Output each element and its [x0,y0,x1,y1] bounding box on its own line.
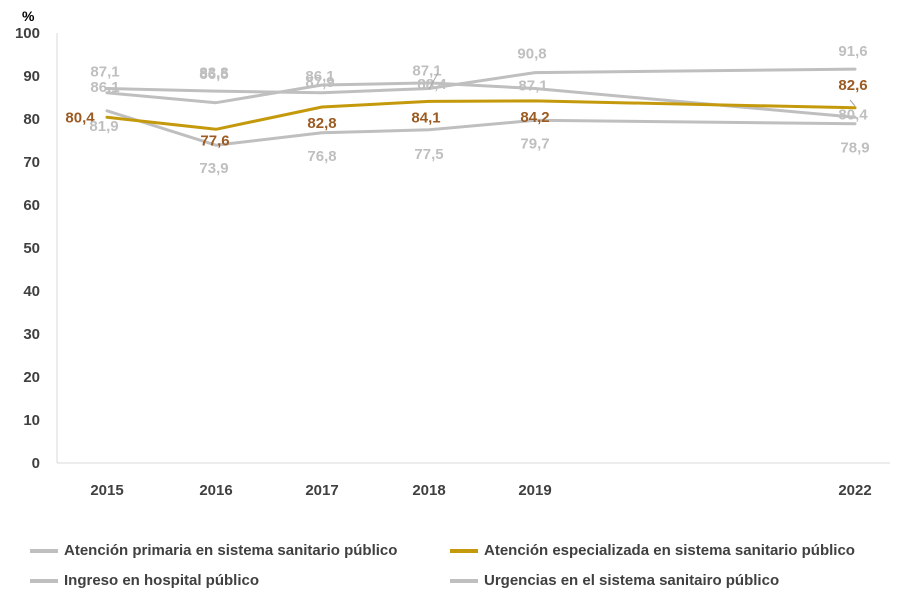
series-line-emergencies [105,109,857,147]
x-tick-label: 2019 [518,482,551,499]
series-line-hospital-admission [105,67,857,95]
legend-swatch-primary-care [30,548,58,553]
y-tick-label: 100 [15,25,40,42]
legend-item-primary-care: Atención primaria en sistema sanitario p… [30,542,397,559]
data-label-specialized-care: 84,2 [520,109,549,126]
data-label-primary-care: 86,1 [90,79,119,96]
legend-label-primary-care: Atención primaria en sistema sanitario p… [64,542,398,559]
data-label-specialized-care: 77,6 [200,132,229,149]
x-tick-label: 2018 [412,482,445,499]
data-label-primary-care: 88,4 [417,76,447,93]
data-label-emergencies: 77,5 [414,146,443,163]
data-label-specialized-care: 82,8 [307,115,336,132]
data-label-hospital-admission: 86,5 [199,66,228,83]
data-label-hospital-admission: 87,1 [412,62,441,79]
legend-swatch-emergencies [450,578,478,583]
data-label-emergencies: 79,7 [520,135,549,152]
legend-swatch-specialized-care [450,548,478,553]
data-label-emergencies: 76,8 [307,148,336,165]
data-label-emergencies: 81,9 [89,118,118,135]
y-tick-label: 10 [23,412,40,429]
series-line-specialized-care [105,99,857,131]
data-label-hospital-admission: 90,8 [517,46,546,63]
axes: 0 10 20 30 40 50 60 70 80 90 100 2015 2016 2017 2018 20… [15,25,890,499]
data-label-emergencies: 73,9 [199,160,228,177]
data-labels: 86,183,887,988,487,180,480,477,682,884,1… [65,43,869,177]
data-label-hospital-admission: 91,6 [838,43,867,60]
leader-line [849,99,856,107]
legend: Atención primaria en sistema sanitario p… [30,538,890,589]
data-label-specialized-care: 84,1 [411,109,440,126]
data-label-primary-care: 83,8 [199,65,228,82]
x-tick-label: 2016 [199,482,232,499]
y-axis-label: % [22,8,35,24]
legend-label-hospital-admission: Ingreso en hospital público [64,572,260,589]
y-tick-label: 70 [23,154,40,171]
legend-label-specialized-care: Atención especializada en sistema sanita… [484,542,855,559]
y-tick-label: 50 [23,240,40,257]
series-line-primary-care [105,81,857,119]
data-label-specialized-care: 80,4 [65,109,95,126]
y-tick-label: 60 [23,197,40,214]
data-label-hospital-admission: 87,1 [90,63,119,80]
data-label-specialized-care: 82,6 [838,77,867,94]
legend-swatch-hospital-admission [30,578,58,583]
y-tick-label: 30 [23,326,40,343]
leader-line [428,72,439,90]
legend-label-emergencies: Urgencias en el sistema sanitairo públic… [484,572,780,589]
data-label-primary-care: 80,4 [838,106,868,123]
data-label-primary-care: 87,9 [305,74,334,91]
y-tick-label: 0 [32,455,40,472]
y-tick-label: 80 [23,111,40,128]
y-tick-label: 90 [23,68,40,85]
legend-item-hospital-admission: Ingreso en hospital público [30,572,259,589]
legend-item-specialized-care: Atención especializada en sistema sanita… [450,542,855,559]
x-tick-label: 2017 [305,482,338,499]
data-label-primary-care: 87,1 [518,77,547,94]
y-tick-label: 40 [23,283,40,300]
y-tick-label: 20 [23,369,40,386]
x-tick-label: 2022 [838,482,871,499]
series-layer [105,67,857,147]
data-label-hospital-admission: 86,1 [305,68,334,85]
legend-item-emergencies: Urgencias en el sistema sanitairo públic… [450,572,779,589]
x-tick-label: 2015 [90,482,123,499]
data-label-emergencies: 78,9 [840,140,869,157]
